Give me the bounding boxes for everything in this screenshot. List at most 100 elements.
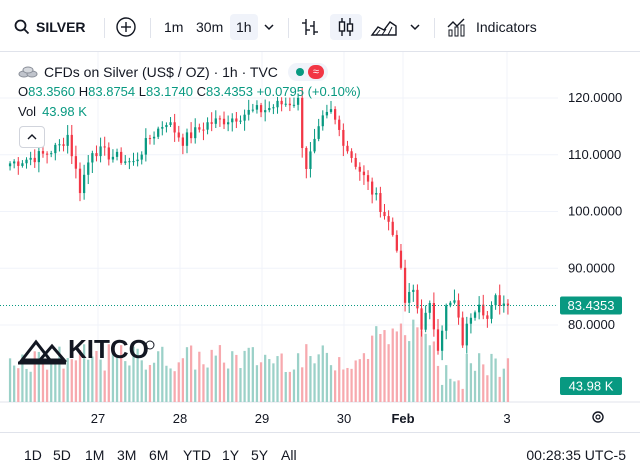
candle (457, 300, 460, 318)
toolbar-divider (150, 18, 151, 38)
volume-bar (45, 369, 49, 402)
candle (91, 153, 94, 163)
price-tick-label: 90.0000 (568, 260, 615, 275)
last-volume-label[interactable]: 43.98 K (560, 377, 622, 395)
candle (144, 138, 147, 155)
candle (399, 250, 403, 268)
volume-bar (157, 351, 160, 402)
candle (305, 147, 308, 169)
range-1y[interactable]: 1Y (222, 447, 240, 463)
volume-bar (177, 362, 180, 402)
volume-bar (313, 363, 316, 402)
market-status-pill[interactable]: ≈ (287, 63, 328, 81)
candle (506, 303, 510, 306)
volume-bar (41, 361, 45, 402)
candle (33, 157, 36, 163)
volume-bar (284, 371, 287, 402)
indicators-icon (447, 18, 465, 37)
area-style-button[interactable] (370, 14, 398, 40)
time-tick-label: 30 (337, 411, 351, 426)
volume-bars (8, 319, 510, 402)
symbol-search[interactable]: SILVER (14, 14, 86, 40)
volume-bar (506, 358, 510, 402)
candles-style-button[interactable] (330, 14, 362, 40)
range-all[interactable]: All (281, 447, 297, 463)
low-key: L (138, 84, 146, 99)
toolbar-divider (104, 18, 105, 38)
volume-bar (469, 363, 473, 402)
range-1m[interactable]: 1M (85, 447, 105, 463)
change-value: +0.0795 (+0.10%) (256, 84, 361, 99)
compare-button[interactable] (114, 14, 138, 40)
volume-bar (317, 354, 320, 402)
candle (124, 161, 127, 163)
interval-30m[interactable]: 30m (196, 19, 224, 35)
interval-1m[interactable]: 1m (164, 19, 184, 35)
silver-logo-icon (18, 66, 38, 78)
bars-style-button[interactable] (298, 14, 322, 40)
range-1d[interactable]: 1D (24, 447, 42, 463)
volume-bar (329, 365, 333, 402)
last-price-label[interactable]: 83.4353 (560, 296, 622, 315)
candle (428, 303, 431, 313)
range-5d[interactable]: 5D (53, 447, 71, 463)
volume-bar (305, 344, 308, 402)
candle (169, 122, 172, 126)
search-icon (14, 19, 30, 35)
candle (54, 144, 57, 154)
volume-bar (259, 362, 263, 402)
volume-bar (461, 388, 464, 402)
volume-bar (202, 364, 205, 402)
candle (29, 157, 32, 160)
candle (103, 146, 106, 148)
volume-bar (91, 356, 94, 402)
candle (490, 305, 493, 319)
range-5y[interactable]: 5Y (251, 447, 269, 463)
area-chart-icon (370, 21, 397, 36)
volume-bar (21, 354, 24, 402)
time-axis[interactable]: 27 28 29 30 Feb 3 (91, 411, 511, 426)
volume-bar (366, 358, 370, 402)
candle (272, 107, 275, 109)
indicators-button[interactable]: Indicators (446, 14, 537, 40)
range-3m[interactable]: 3M (117, 447, 137, 463)
interval-dropdown[interactable] (262, 14, 276, 40)
candle (408, 291, 411, 303)
open-value: 83.3560 (28, 84, 76, 99)
candle (362, 171, 366, 176)
price-axis[interactable]: 120.0000110.0000100.000090.000080.000070… (560, 90, 622, 395)
volume-bar (58, 346, 61, 402)
candle (157, 128, 160, 137)
volume-bar (420, 330, 423, 402)
clock-timezone[interactable]: 00:28:35 UTC-5 (526, 447, 626, 463)
volume-bar (74, 360, 78, 402)
volume-bar (292, 369, 296, 402)
candle (231, 118, 234, 123)
candle (379, 193, 382, 212)
chart-type-dropdown[interactable] (408, 14, 422, 40)
range-ytd[interactable]: YTD (183, 447, 211, 463)
candle (436, 329, 440, 351)
candle (128, 161, 131, 163)
candle (45, 153, 49, 155)
volume-bar (416, 327, 419, 402)
volume-bar (272, 363, 275, 402)
volume-bar (87, 359, 90, 402)
chart-settings-button[interactable] (592, 411, 604, 423)
range-6m[interactable]: 6M (149, 447, 169, 463)
candle (87, 162, 90, 175)
watermark-text: KITCO (68, 334, 149, 364)
price-tick-label: 80.0000 (568, 317, 615, 332)
grid (0, 52, 640, 403)
candle (391, 221, 394, 235)
candle (218, 118, 222, 120)
candle (198, 127, 201, 130)
candle (321, 115, 324, 127)
candle (239, 120, 242, 122)
collapse-legend-button[interactable] (19, 126, 45, 148)
volume-bar (247, 347, 250, 402)
volume-bar (296, 353, 300, 402)
price-chart[interactable]: 120.0000110.0000100.000090.000080.000070… (0, 52, 640, 432)
volume-bar (194, 369, 197, 402)
interval-1h[interactable]: 1h (230, 14, 258, 40)
